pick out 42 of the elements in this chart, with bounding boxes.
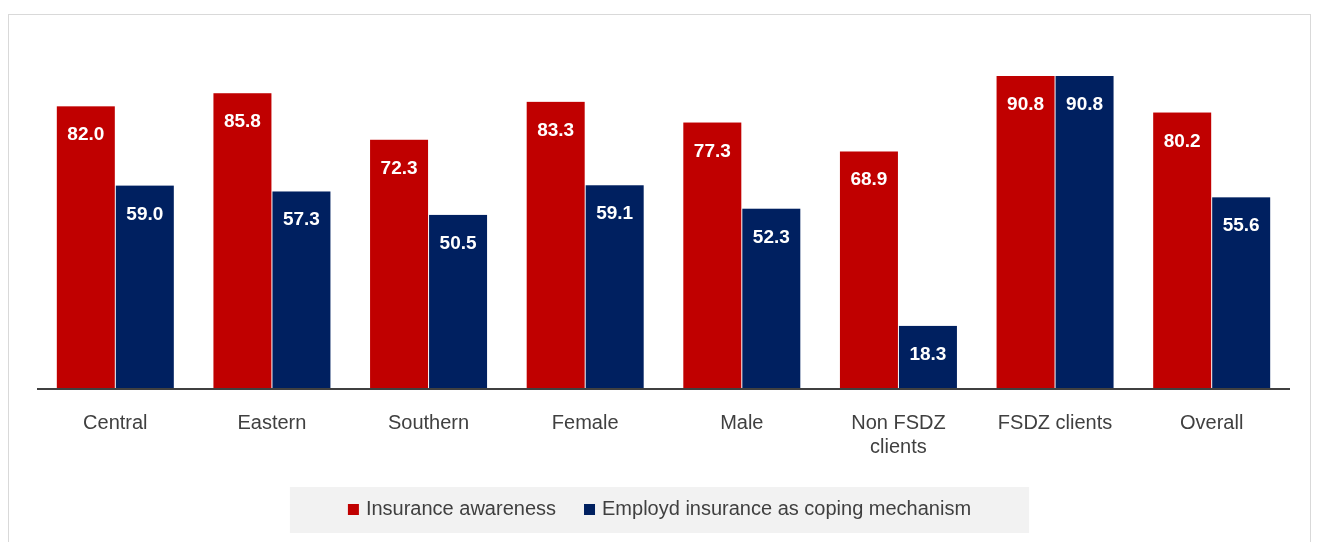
bar [526,101,585,389]
data-label: 82.0 [67,123,105,145]
bar [683,122,742,389]
bar [115,185,174,389]
legend-label: Employd insurance as coping mechanism [602,497,972,519]
data-label: 55.6 [1222,214,1260,236]
bar [585,185,644,389]
data-label: 77.3 [693,139,731,161]
x-tick-label: Female [551,411,619,433]
x-tick-label: Central [83,411,148,433]
x-tick-label: Overall [1180,411,1244,433]
data-label: 52.3 [752,225,790,247]
data-label: 85.8 [223,110,261,132]
bar [1212,197,1271,389]
data-label: 68.9 [850,168,888,190]
x-tick-label: FSDZ clients [997,411,1113,433]
bar [272,191,331,389]
data-label: 59.1 [596,202,634,224]
bar [839,151,898,389]
data-label: 83.3 [537,118,575,140]
x-tick-label: Eastern [237,411,307,433]
data-label: 80.2 [1163,129,1201,151]
bar [996,76,1055,389]
bar [1055,76,1114,389]
x-tick-label: Male [720,411,764,433]
bar [56,106,115,389]
bar [370,139,429,389]
data-label: 57.3 [282,208,320,230]
x-tick-label: Southern [387,411,470,433]
data-label: 50.5 [439,231,477,253]
bar [1153,112,1212,389]
data-label: 18.3 [909,342,947,364]
bar [742,208,801,389]
legend-label: Insurance awareness [365,497,557,519]
data-label: 72.3 [380,156,418,178]
data-label: 90.8 [1007,93,1045,114]
bar [898,325,957,389]
data-label: 90.8 [1066,93,1104,114]
data-label: 59.0 [126,202,164,224]
bar [213,93,272,389]
x-tick-label: Non FSDZ clients [851,411,946,457]
bar [429,214,488,389]
